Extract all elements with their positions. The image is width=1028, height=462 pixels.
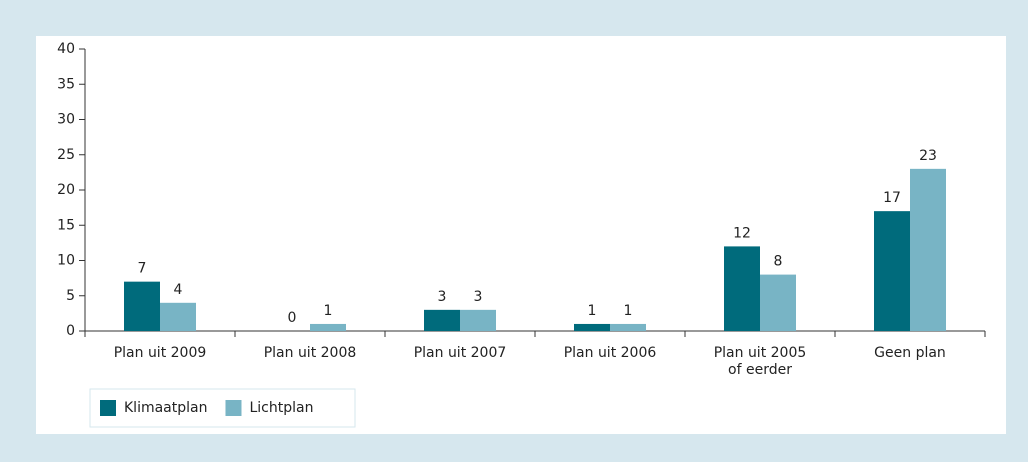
x-tick-label: Plan uit 2007 bbox=[414, 345, 507, 361]
y-tick-label: 0 bbox=[66, 323, 75, 339]
bar bbox=[760, 274, 796, 331]
data-label: 3 bbox=[438, 289, 447, 305]
bar bbox=[610, 323, 646, 331]
y-tick-label: 20 bbox=[57, 182, 75, 198]
data-label: 23 bbox=[919, 148, 937, 164]
bar bbox=[310, 323, 346, 331]
x-tick-label: Plan uit 2005 of eerder bbox=[714, 345, 807, 378]
x-tick-label: Plan uit 2006 bbox=[564, 345, 657, 361]
data-label: 4 bbox=[174, 282, 183, 298]
bar bbox=[874, 211, 910, 331]
legend-box bbox=[89, 388, 356, 428]
bar bbox=[424, 309, 460, 331]
plot-panel bbox=[36, 36, 1006, 434]
legend-label: Klimaatplan bbox=[124, 400, 207, 416]
data-label: 1 bbox=[324, 303, 333, 319]
x-tick-label: Plan uit 2009 bbox=[114, 345, 207, 361]
y-tick-label: 40 bbox=[57, 41, 75, 57]
data-label: 12 bbox=[733, 225, 751, 241]
legend-label: Lichtplan bbox=[249, 400, 313, 416]
y-tick-label: 35 bbox=[57, 76, 75, 92]
data-label: 17 bbox=[883, 190, 901, 206]
x-tick-label: Plan uit 2008 bbox=[264, 345, 357, 361]
x-tick-label: Geen plan bbox=[874, 345, 946, 361]
y-tick-label: 30 bbox=[57, 112, 75, 128]
data-label: 1 bbox=[624, 303, 633, 319]
y-tick-label: 5 bbox=[66, 288, 75, 304]
data-label: 1 bbox=[588, 303, 597, 319]
data-label: 7 bbox=[138, 261, 147, 277]
bar bbox=[724, 246, 760, 331]
y-tick-label: 15 bbox=[57, 217, 75, 233]
data-label: 0 bbox=[288, 310, 297, 326]
data-label: 3 bbox=[474, 289, 483, 305]
bar bbox=[460, 309, 496, 331]
y-tick-label: 25 bbox=[57, 147, 75, 163]
bar bbox=[160, 302, 196, 331]
bar bbox=[124, 281, 160, 331]
bar bbox=[910, 168, 946, 331]
data-label: 8 bbox=[774, 254, 783, 270]
legend-swatch bbox=[100, 400, 116, 416]
bar bbox=[574, 323, 610, 331]
legend-swatch bbox=[225, 400, 242, 416]
y-tick-label: 10 bbox=[57, 253, 75, 269]
